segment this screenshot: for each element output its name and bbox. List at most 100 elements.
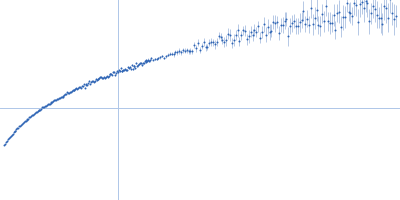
Point [368, 12, 374, 15]
Point [36, 109, 43, 112]
Point [111, 71, 117, 74]
Point [85, 82, 92, 85]
Point [42, 104, 48, 108]
Point [197, 49, 203, 52]
Point [287, 24, 294, 28]
Point [349, 14, 356, 18]
Point [291, 19, 297, 22]
Point [259, 30, 265, 34]
Point [26, 116, 32, 119]
Point [74, 87, 80, 90]
Point [92, 79, 98, 83]
Point [330, 13, 337, 17]
Point [377, 16, 384, 19]
Point [82, 82, 89, 86]
Point [389, 12, 395, 15]
Point [344, 1, 350, 4]
Point [208, 40, 214, 43]
Point [108, 72, 115, 75]
Point [48, 101, 55, 104]
Point [340, 15, 346, 19]
Point [308, 7, 314, 10]
Point [118, 66, 124, 69]
Point [6, 136, 12, 139]
Point [248, 30, 254, 33]
Point [345, 10, 352, 14]
Point [88, 80, 94, 83]
Point [53, 98, 59, 101]
Point [58, 95, 64, 99]
Point [3, 141, 10, 144]
Point [1, 144, 8, 147]
Point [55, 97, 61, 100]
Point [294, 24, 301, 28]
Point [41, 106, 47, 109]
Point [104, 75, 110, 78]
Point [73, 87, 80, 90]
Point [200, 41, 207, 44]
Point [385, 16, 391, 19]
Point [22, 119, 29, 122]
Point [68, 89, 75, 93]
Point [336, 10, 342, 13]
Point [253, 30, 260, 34]
Point [27, 115, 34, 119]
Point [72, 87, 79, 90]
Point [25, 117, 32, 120]
Point [274, 21, 280, 24]
Point [89, 80, 95, 83]
Point [381, 5, 388, 8]
Point [390, 18, 397, 21]
Point [64, 91, 70, 94]
Point [51, 99, 57, 102]
Point [182, 49, 188, 52]
Point [146, 59, 152, 63]
Point [49, 100, 56, 103]
Point [125, 65, 131, 68]
Point [78, 86, 84, 89]
Point [238, 34, 244, 37]
Point [163, 55, 169, 58]
Point [332, 28, 339, 31]
Point [103, 76, 109, 79]
Point [246, 35, 252, 38]
Point [304, 17, 310, 20]
Point [142, 59, 148, 63]
Point [134, 64, 140, 67]
Point [106, 74, 112, 77]
Point [30, 113, 36, 116]
Point [65, 91, 71, 94]
Point [143, 60, 150, 63]
Point [37, 108, 44, 112]
Point [80, 83, 87, 86]
Point [170, 53, 177, 56]
Point [132, 66, 139, 70]
Point [360, 6, 367, 9]
Point [130, 65, 137, 68]
Point [39, 105, 46, 109]
Point [97, 75, 104, 79]
Point [240, 29, 246, 32]
Point [358, 0, 365, 4]
Point [114, 69, 120, 73]
Point [180, 49, 186, 52]
Point [206, 41, 212, 44]
Point [8, 134, 14, 137]
Point [35, 109, 42, 112]
Point [84, 83, 91, 86]
Point [217, 36, 224, 39]
Point [364, 1, 371, 4]
Point [121, 69, 128, 72]
Point [19, 122, 25, 126]
Point [58, 95, 65, 99]
Point [185, 50, 192, 53]
Point [77, 86, 83, 89]
Point [20, 120, 27, 124]
Point [116, 69, 122, 72]
Point [5, 138, 11, 141]
Point [86, 79, 92, 83]
Point [278, 23, 284, 26]
Point [204, 45, 211, 49]
Point [11, 130, 18, 133]
Point [355, 21, 361, 24]
